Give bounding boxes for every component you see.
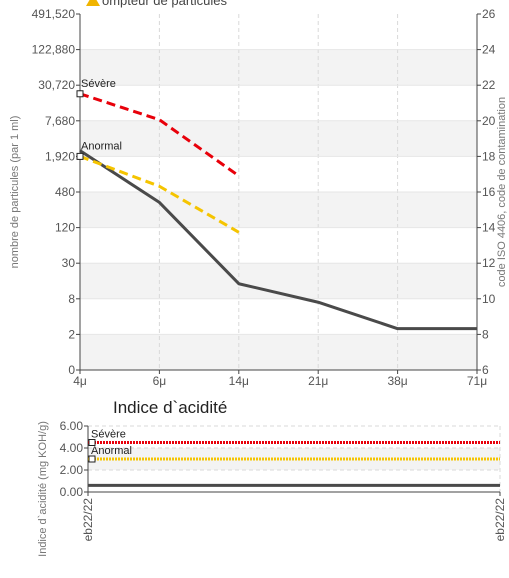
acid-limit-annotations: Sévère Anormal	[88, 429, 132, 463]
iso-code-y2-tick-label: 22	[482, 78, 496, 92]
particle-x-ticks: 4μ 6μ 14μ 21μ 38μ 71μ	[73, 370, 487, 388]
particle-limit-annotations: Sévère Anormal	[76, 78, 122, 160]
iso-code-y2-tick-label: 6	[482, 363, 489, 377]
iso-code-y2-axis-label: code ISO 4406, code de contamination	[496, 97, 508, 287]
acid-annotation-marker	[88, 455, 96, 463]
acid-x-tick-label: eb22/22	[81, 498, 95, 542]
particle-annotation-severe-limit: Sévère	[81, 78, 116, 90]
particle-series	[79, 92, 477, 331]
particle-series-severe-limit	[79, 92, 240, 178]
particle-series-anormal-limit	[79, 154, 240, 234]
particle-x-tick-label: 38μ	[387, 374, 407, 388]
acid-y-tick-label: 6.00	[60, 419, 84, 433]
particle-y-tick-label: 480	[55, 185, 75, 199]
particle-y-ticks: 491,520 122,880 30,720 7,680 1,920 480 120 30 8 2…	[32, 7, 80, 377]
chart-header: ompteur de particules	[86, 0, 228, 8]
acid-y-ticks: 6.00 4.00 2.00 0.00	[60, 419, 88, 499]
particle-band	[80, 334, 477, 370]
particle-x-tick-label: 21μ	[308, 374, 328, 388]
iso-code-y2-tick-label: 20	[482, 114, 496, 128]
acid-y-tick-label: 4.00	[60, 441, 84, 455]
particle-y-tick-label: 491,520	[32, 7, 76, 21]
iso-code-y2-tick-label: 18	[482, 149, 496, 163]
acid-annotation-marker	[88, 439, 96, 446]
particle-annotation-anormal-limit: Anormal	[81, 140, 122, 152]
iso-code-y2-ticks: 26 24 22 20 18 16 14 12 10 8 6	[477, 7, 496, 377]
iso-code-y2-tick-label: 16	[482, 185, 496, 199]
particle-y-tick-label: 0	[68, 363, 75, 377]
iso-code-y2-tick-label: 14	[482, 221, 496, 235]
particle-y-tick-label: 122,880	[32, 43, 76, 57]
particle-band	[80, 192, 477, 228]
particle-y-tick-label: 7,680	[45, 114, 75, 128]
particle-y-axis-label: nombre de particules (par 1 ml)	[9, 116, 21, 269]
particle-chart-bands	[80, 49, 477, 370]
particle-y-tick-label: 1,920	[45, 149, 75, 163]
particle-count-chart: 491,520122,88030,7207,6801,9204801203082…	[9, 7, 508, 388]
acid-y-tick-label: 2.00	[60, 463, 84, 477]
acid-series	[88, 441, 500, 487]
particle-x-tick-label: 6μ	[153, 374, 167, 388]
acid-x-tick-label: eb22/22	[493, 498, 507, 542]
iso-code-y2-tick-label: 8	[482, 327, 489, 341]
particle-x-tick-label: 71μ	[467, 374, 487, 388]
acid-chart-title: Indice d`acidité	[113, 398, 227, 417]
particle-y-tick-label: 120	[55, 221, 75, 235]
particle-y-tick-label: 30,720	[38, 78, 75, 92]
iso-code-y2-tick-label: 10	[482, 292, 496, 306]
particle-x-tick-label: 4μ	[73, 374, 87, 388]
iso-code-y2-tick-label: 12	[482, 256, 496, 270]
acid-number-chart: Indice d`acidité 6.00 4.00 2.00 0.00 eb22/2…	[37, 398, 507, 557]
warning-triangle-icon	[86, 0, 100, 6]
acid-y-tick-label: 0.00	[60, 485, 84, 499]
particle-y-tick-label: 8	[68, 292, 75, 306]
acid-x-ticks: eb22/22 eb22/22	[81, 492, 507, 541]
particle-annotation-marker	[76, 152, 84, 160]
particle-series-measured	[79, 149, 477, 331]
particle-band	[80, 120, 477, 157]
particle-y-tick-label: 2	[68, 327, 75, 341]
iso-code-y2-tick-label: 26	[482, 7, 496, 21]
particle-annotation-marker	[76, 90, 84, 98]
iso-code-y2-tick-label: 24	[482, 43, 496, 57]
acid-annotation-severe-limit: Sévère	[91, 429, 126, 441]
particle-band	[80, 49, 477, 86]
particle-x-tick-label: 14μ	[229, 374, 249, 388]
chart-header-title: ompteur de particules	[102, 0, 228, 8]
particle-y-tick-label: 30	[62, 256, 76, 270]
acid-y-axis-label: Indice d`acidité (mg KOH/g)	[37, 421, 49, 557]
acid-annotation-anormal-limit: Anormal	[91, 445, 132, 457]
